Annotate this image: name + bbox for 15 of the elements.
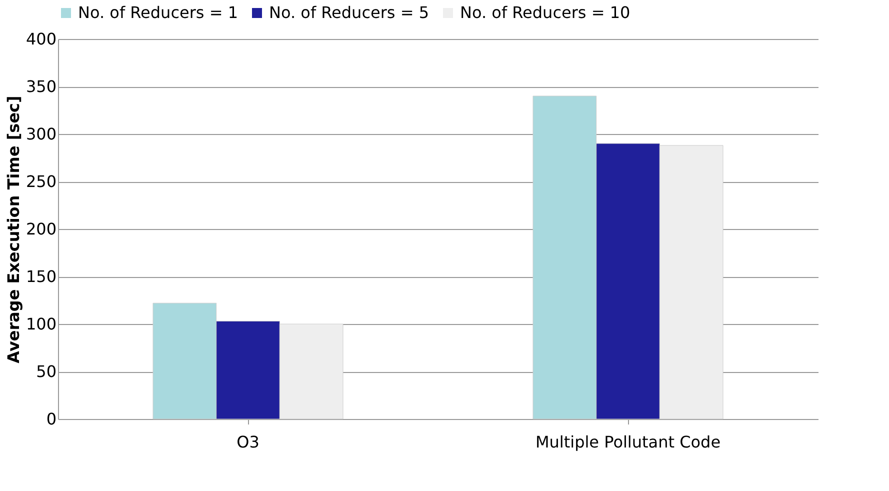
y-tick-label: 300 — [26, 124, 56, 144]
y-tick-label: 0 — [46, 410, 56, 428]
y-tick-label: 50 — [36, 362, 56, 381]
y-axis-title: Average Execution Time [sec] — [4, 96, 23, 364]
x-tick-label: Multiple Pollutant Code — [535, 432, 721, 452]
y-tick-label: 150 — [26, 267, 56, 286]
legend-label: No. of Reducers = 1 — [78, 3, 238, 22]
legend-label: No. of Reducers = 10 — [460, 3, 630, 22]
y-tick-label: 200 — [26, 220, 56, 238]
y-tick-label: 400 — [26, 30, 56, 48]
y-tick-label: 250 — [26, 172, 56, 191]
y-tick-label: 350 — [26, 77, 56, 96]
x-tick-label: O3 — [236, 432, 260, 452]
legend-label: No. of Reducers = 5 — [269, 3, 430, 22]
y-tick-label: 100 — [26, 314, 56, 334]
